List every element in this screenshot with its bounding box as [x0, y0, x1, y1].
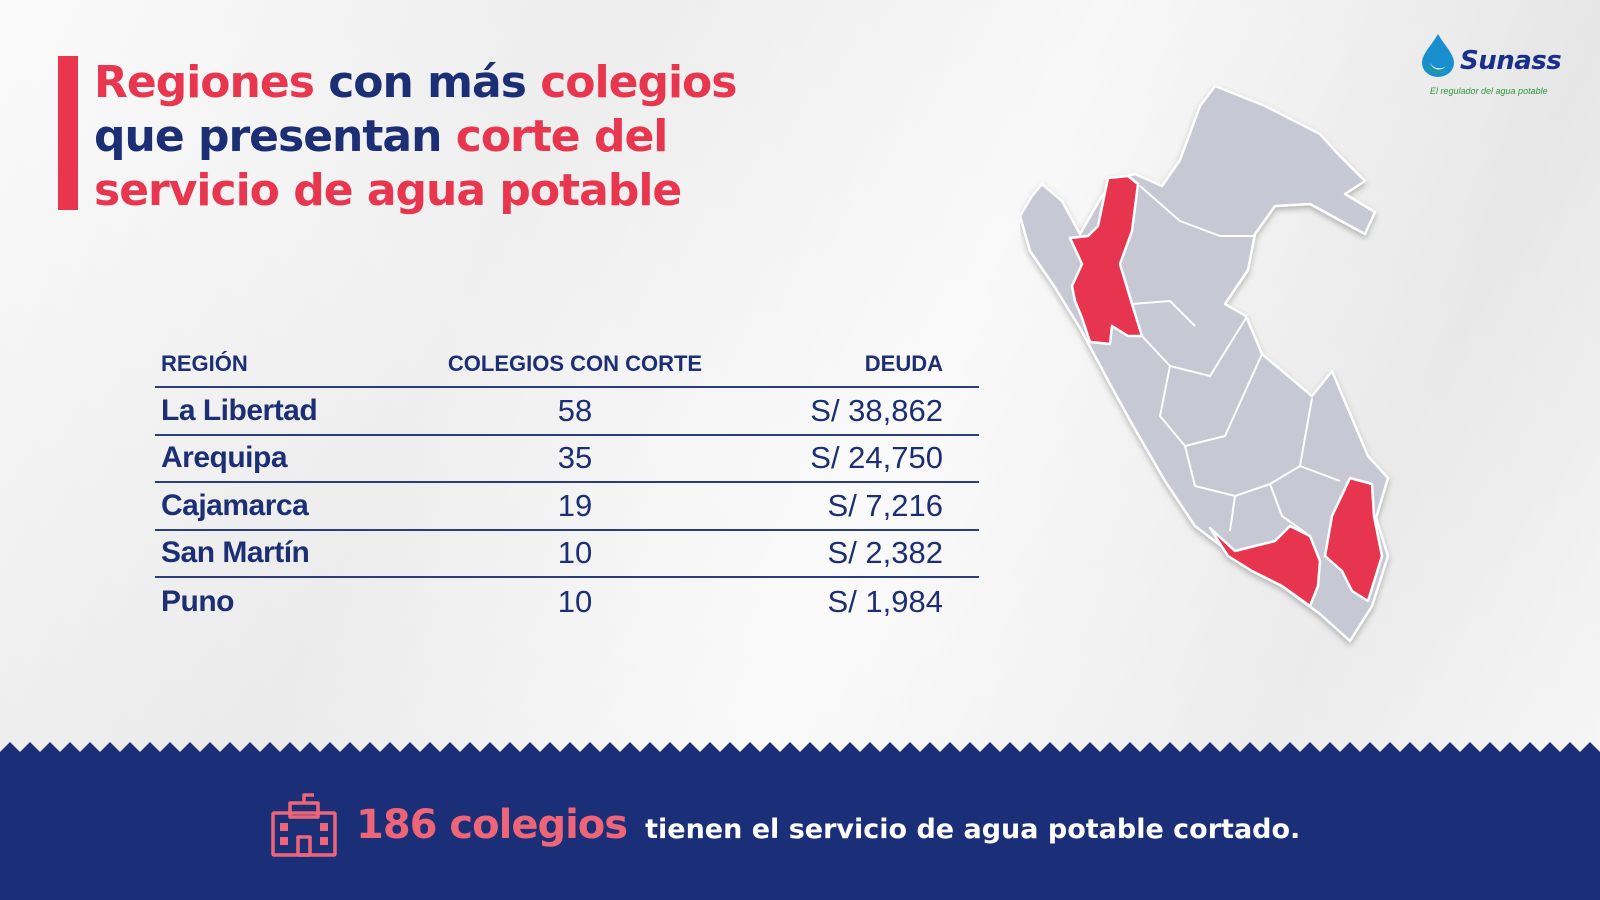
title-line-3: servicio de agua potable — [94, 164, 736, 218]
table-row: San Martín 10 S/ 2,382 — [155, 531, 979, 578]
cell-deuda: S/ 38,862 — [810, 392, 943, 428]
map-region-highlight — [1208, 524, 1322, 608]
cell-deuda: S/ 7,216 — [827, 487, 943, 523]
cell-colegios: 19 — [557, 487, 593, 523]
title-segment: colegios — [540, 57, 737, 108]
title-line-2: que presentan corte del — [94, 110, 736, 164]
table-header: REGIÓN COLEGIOS CON CORTE DEUDA — [155, 342, 979, 388]
cell-region: Cajamarca — [161, 488, 309, 522]
logo-tagline: El regulador del agua potable — [1430, 86, 1548, 96]
peru-map — [1020, 86, 1390, 643]
table-row: Arequipa 35 S/ 24,750 — [155, 436, 979, 483]
cell-region: San Martín — [161, 536, 310, 570]
page-title: Regiones con más colegios que presentan … — [94, 56, 737, 218]
header-region: REGIÓN — [161, 351, 248, 376]
cell-colegios: 58 — [557, 392, 593, 428]
title-segment: servicio de agua potable — [94, 165, 682, 216]
cell-deuda: S/ 1,984 — [827, 583, 943, 619]
cell-colegios: 10 — [557, 583, 593, 619]
footer-message: 186 colegios tienen el servicio de agua … — [270, 790, 1300, 860]
footer-count: 186 colegios — [356, 802, 628, 848]
footer-banner — [0, 752, 1600, 900]
map-internal-boundaries — [1131, 185, 1341, 537]
header-deuda: DEUDA — [864, 351, 943, 376]
regions-table: REGIÓN COLEGIOS CON CORTE DEUDA La Liber… — [155, 342, 979, 626]
map-region-highlight — [1323, 476, 1384, 603]
cell-colegios: 10 — [557, 535, 593, 571]
water-drop-icon — [1422, 34, 1454, 77]
title-segment: que presentan — [94, 111, 456, 162]
logo-name: Sunass — [1460, 46, 1562, 76]
table-row: Cajamarca 19 S/ 7,216 — [155, 483, 979, 531]
cell-colegios: 35 — [557, 440, 593, 476]
title-accent-bar — [58, 56, 78, 210]
sunass-logo: Sunass El regulador del agua potable — [1418, 32, 1568, 98]
table-row: La Libertad 58 S/ 38,862 — [155, 388, 979, 436]
cell-region: Arequipa — [161, 441, 288, 475]
school-icon — [271, 793, 337, 857]
table-row: Puno 10 S/ 1,984 — [155, 578, 979, 626]
footer-text: tienen el servicio de agua potable corta… — [645, 813, 1301, 845]
title-segment: con más — [313, 57, 541, 108]
map-region-highlight — [1068, 174, 1144, 346]
cell-deuda: S/ 2,382 — [827, 535, 943, 571]
cell-region: La Libertad — [161, 393, 318, 427]
title-segment: corte del — [455, 111, 669, 162]
title-line-1: Regiones con más colegios — [94, 56, 737, 110]
cell-deuda: S/ 24,750 — [810, 440, 943, 476]
cell-region: Puno — [161, 584, 235, 618]
title-segment: Regiones — [94, 57, 315, 108]
header-colegios: COLEGIOS CON CORTE — [447, 351, 703, 376]
